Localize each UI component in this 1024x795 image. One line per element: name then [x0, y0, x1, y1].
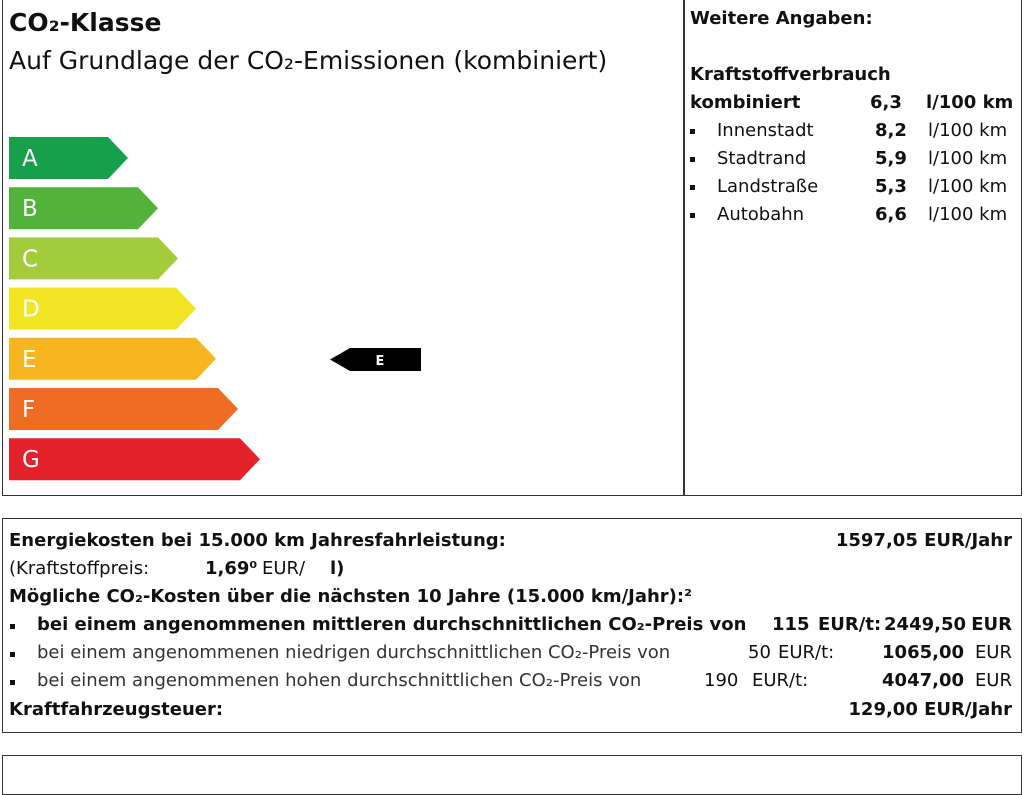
class-label: A: [22, 146, 38, 172]
class-label: F: [22, 397, 35, 423]
bullet: [690, 213, 695, 218]
bullet: [10, 652, 15, 657]
costs-box: [2, 518, 1022, 733]
combined-value: 6,3: [870, 92, 902, 113]
row-value: 8,2: [875, 120, 907, 141]
tax-value: 129,00 EUR/Jahr: [848, 699, 1012, 720]
combined-label: kombiniert: [690, 92, 801, 113]
co2-price: 190: [704, 670, 739, 691]
details-heading: Kraftstoffverbrauch: [690, 64, 891, 85]
divider: [683, 0, 685, 496]
co2-unit: EUR/t:: [818, 614, 882, 635]
co2-unit: EUR/t:: [752, 670, 809, 691]
bullet: [10, 680, 15, 685]
class-label: G: [22, 447, 40, 473]
fuel-price-unit: EUR/: [262, 558, 306, 579]
fuel-price-label: (Kraftstoffpreis:: [9, 558, 150, 579]
row-label: Stadtrand: [717, 148, 807, 169]
indicator-label: E: [376, 354, 385, 369]
class-arrow: [9, 337, 216, 380]
row-unit: l/100 km: [928, 204, 1008, 225]
co2-currency: EUR: [974, 670, 1012, 691]
footer-box: [2, 755, 1022, 795]
class-label: B: [22, 196, 38, 222]
row-unit: l/100 km: [928, 120, 1008, 141]
fuel-price-unit2: l): [330, 558, 345, 579]
class-arrow: [9, 237, 178, 280]
tax-label: Kraftfahrzeugsteuer:: [9, 699, 224, 720]
subtitle: Auf Grundlage der CO₂-Emissionen (kombin…: [9, 46, 608, 75]
row-label: Innenstadt: [717, 120, 814, 141]
class-arrow: [9, 438, 260, 481]
class-arrow: [9, 187, 158, 230]
co2-price: 50: [748, 642, 771, 663]
class-label: C: [22, 246, 38, 272]
co2-amount: 1065,00: [882, 642, 964, 663]
row-label: Landstraße: [717, 176, 819, 197]
energy-value: 1597,05 EUR/Jahr: [835, 530, 1012, 551]
bullet: [690, 185, 695, 190]
co2-currency: EUR: [974, 642, 1012, 663]
class-arrow: [9, 388, 238, 430]
row-value: 6,6: [875, 204, 907, 225]
class-arrow: [9, 287, 196, 330]
row-unit: l/100 km: [928, 176, 1008, 197]
bullet: [690, 129, 695, 134]
class-arrow: [9, 137, 128, 179]
co2-text: bei einem angenommenen hohen durchschnit…: [37, 670, 642, 691]
co2-heading: Mögliche CO₂-Kosten über die nächsten 10…: [9, 586, 692, 607]
class-label: E: [22, 347, 37, 373]
co2-unit: EUR/t:: [778, 642, 835, 663]
row-value: 5,3: [875, 176, 907, 197]
title: CO₂-Klasse: [9, 8, 162, 37]
details-title: Weitere Angaben:: [690, 8, 873, 29]
class-label: D: [22, 297, 40, 323]
fuel-price-value: 1,69⁰: [205, 558, 258, 579]
combined-unit: l/100 km: [926, 92, 1014, 113]
row-unit: l/100 km: [928, 148, 1008, 169]
co2-price: 115: [772, 614, 810, 635]
bullet: [690, 157, 695, 162]
co2-amount: 2449,50: [884, 614, 966, 635]
energy-label: Energiekosten bei 15.000 km Jahresfahrle…: [9, 530, 506, 551]
co2-amount: 4047,00: [882, 670, 964, 691]
co2-text: bei einem angenommenen niedrigen durchsc…: [37, 642, 671, 663]
co2-text: bei einem angenommenen mittleren durchsc…: [37, 614, 747, 635]
indicator-arrow: [330, 348, 421, 371]
label-box: [2, 0, 1022, 496]
row-label: Autobahn: [717, 204, 805, 225]
bullet: [10, 624, 15, 629]
row-value: 5,9: [875, 148, 907, 169]
co2-currency: EUR: [971, 614, 1012, 635]
